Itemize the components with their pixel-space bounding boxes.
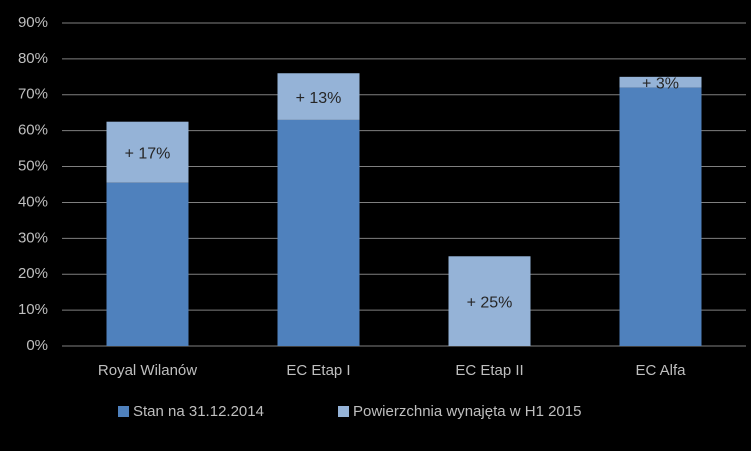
bar-segment [619, 87, 702, 346]
value-label: + 25% [467, 294, 513, 311]
y-tick-label: 40% [18, 193, 48, 210]
x-tick-label: EC Alfa [635, 362, 686, 379]
y-tick-label: 20% [18, 265, 48, 282]
bar-segment [277, 73, 360, 120]
legend-swatch [338, 406, 349, 417]
bar-segment [448, 256, 531, 346]
y-tick-label: 30% [18, 229, 48, 246]
bar-segment [106, 182, 189, 346]
legend-label: Stan na 31.12.2014 [133, 403, 264, 420]
x-tick-label: Royal Wilanów [98, 362, 197, 379]
value-label: + 17% [125, 145, 171, 162]
value-label: + 3% [642, 75, 679, 92]
y-tick-label: 10% [18, 301, 48, 318]
y-tick-label: 80% [18, 50, 48, 67]
bar-segment [619, 76, 702, 88]
x-tick-label: EC Etap II [455, 362, 523, 379]
y-tick-label: 90% [18, 14, 48, 31]
value-label: + 13% [296, 90, 342, 107]
y-tick-label: 60% [18, 122, 48, 139]
y-tick-label: 70% [18, 86, 48, 103]
x-tick-label: EC Etap I [286, 362, 350, 379]
legend-swatch [118, 406, 129, 417]
y-tick-label: 50% [18, 158, 48, 175]
bar-segment [106, 121, 189, 183]
y-tick-label: 0% [26, 337, 48, 354]
bar-segment [277, 119, 360, 347]
legend-label: Powierzchnia wynajęta w H1 2015 [353, 403, 581, 420]
